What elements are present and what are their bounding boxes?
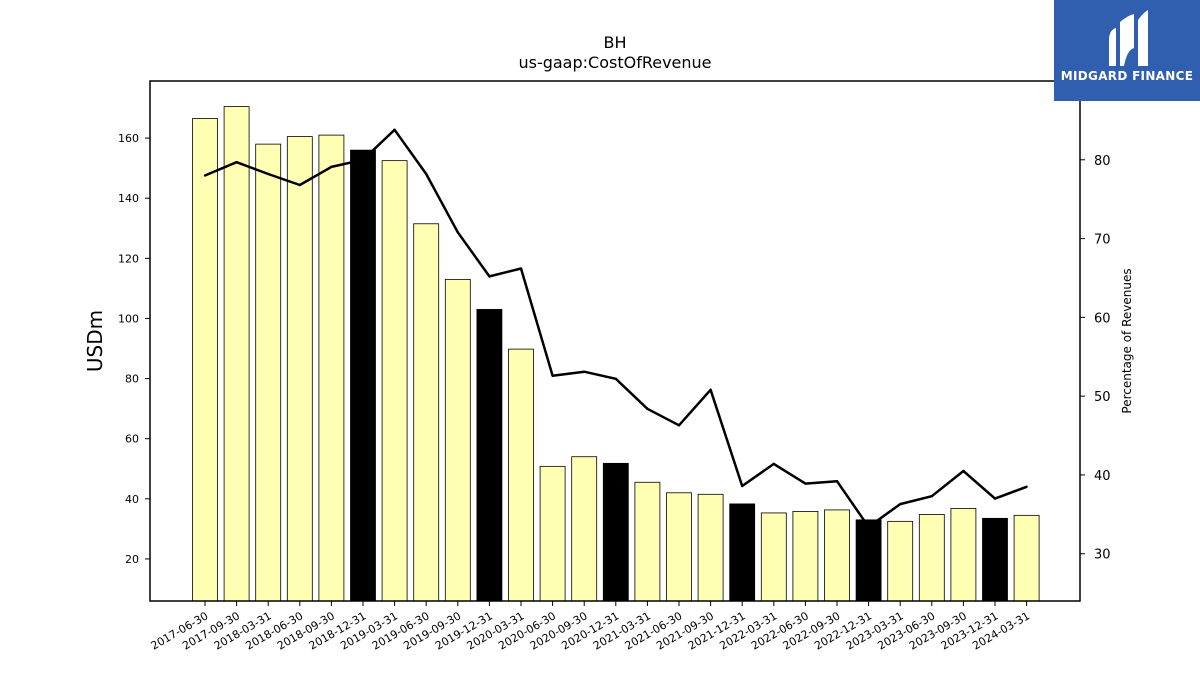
bars-group [192, 106, 1040, 602]
chart-title: BH [603, 33, 626, 52]
bar-2023-09-30 [950, 508, 977, 602]
left-tick-label: 40 [125, 493, 139, 506]
ratio-point-2019-03-31 [393, 128, 396, 132]
ratio-point-2021-06-30 [677, 424, 681, 427]
bar-2023-06-30 [918, 514, 945, 602]
bar-2021-06-30 [666, 492, 692, 602]
ratio-point-2023-12-31 [993, 497, 997, 500]
ratio-point-2023-06-30 [930, 495, 933, 498]
bar-2019-03-31 [381, 160, 408, 602]
right-tick-label: 80 [1094, 154, 1111, 169]
y-axis-label: USDm [83, 310, 107, 372]
plot-frame [149, 80, 1081, 602]
bar-2021-12-31 [729, 503, 756, 602]
ratio-point-2020-12-31 [614, 377, 617, 381]
ratio-point-2021-03-31 [646, 407, 649, 410]
y2-axis-label: Percentage of Revenues [1120, 268, 1134, 413]
bar-2018-06-30 [286, 136, 313, 602]
ratio-point-2017-06-30 [203, 174, 207, 177]
bar-2022-03-31 [760, 512, 787, 602]
ratio-point-2020-03-31 [519, 267, 523, 270]
chart-subtitle: us-gaap:CostOfRevenue [518, 53, 711, 72]
ratio-point-2018-03-31 [267, 172, 270, 176]
left-tick-label: 60 [125, 433, 139, 446]
bar-2019-12-31 [476, 309, 503, 602]
right-tick-label: 70 [1094, 233, 1111, 248]
ratio-point-2019-09-30 [456, 231, 459, 234]
ratio-point-2022-12-31 [867, 525, 870, 529]
left-tick-label: 140 [118, 192, 139, 205]
bar-2023-03-31 [887, 520, 914, 602]
ratio-point-2017-09-30 [235, 160, 238, 164]
bar-2023-12-31 [982, 517, 1008, 602]
right-tick-label: 60 [1094, 311, 1111, 326]
bar-2020-09-30 [571, 456, 598, 602]
left-tick-label: 160 [118, 132, 139, 145]
right-tick-label: 50 [1094, 390, 1111, 405]
bar-2020-12-31 [602, 462, 629, 602]
ratio-point-2021-09-30 [709, 388, 712, 392]
bar-2022-09-30 [824, 509, 850, 602]
bar-2020-03-31 [508, 348, 534, 602]
ratio-point-2022-03-31 [772, 462, 775, 466]
brand-name: MIDGARD FINANCE [1060, 69, 1194, 83]
ratio-point-2024-03-31 [1025, 485, 1028, 488]
left-axis: 20 40 60 80 100 120 140 160 [118, 132, 150, 566]
brand-logo: MIDGARD FINANCE [1054, 0, 1200, 101]
ratio-point-2019-06-30 [425, 172, 428, 176]
right-axis: 30 40 50 60 70 80 [1080, 154, 1111, 563]
ratio-point-2018-06-30 [298, 183, 301, 187]
line-group [203, 128, 1028, 529]
right-tick-label: 30 [1094, 548, 1111, 563]
x-axis: 2017-06-302017-09-302018-03-312018-06-30… [149, 601, 1032, 653]
bar-2019-06-30 [413, 223, 440, 602]
bar-2019-09-30 [444, 278, 471, 602]
bar-2021-03-31 [634, 481, 661, 602]
right-tick-label: 40 [1094, 469, 1111, 484]
ratio-point-2021-12-31 [741, 484, 744, 488]
logo-mark-icon [1109, 10, 1148, 66]
bar-2017-06-30 [192, 118, 218, 602]
bar-2024-03-31 [1013, 514, 1040, 602]
left-tick-label: 80 [125, 373, 139, 386]
bar-2017-09-30 [223, 106, 250, 602]
left-tick-label: 100 [118, 312, 139, 325]
ratio-point-2023-09-30 [962, 469, 965, 473]
bar-2018-12-31 [350, 149, 376, 602]
ratio-point-2022-06-30 [804, 482, 807, 485]
bar-2018-09-30 [318, 134, 345, 602]
ratio-point-2023-03-31 [899, 502, 902, 506]
ratio-point-2022-09-30 [835, 480, 839, 483]
bar-2018-03-31 [255, 143, 282, 602]
left-tick-label: 20 [125, 553, 139, 566]
ratio-point-2018-12-31 [361, 158, 365, 161]
bar-2021-09-30 [697, 493, 724, 602]
left-tick-label: 120 [118, 252, 139, 265]
ratio-point-2019-12-31 [488, 275, 491, 278]
bar-2022-06-30 [792, 511, 819, 602]
bar-2020-06-30 [539, 465, 566, 602]
ratio-point-2020-09-30 [583, 370, 586, 373]
ratio-point-2018-09-30 [330, 165, 333, 169]
bar-2022-12-31 [855, 519, 882, 602]
ratio-point-2020-06-30 [551, 374, 554, 377]
